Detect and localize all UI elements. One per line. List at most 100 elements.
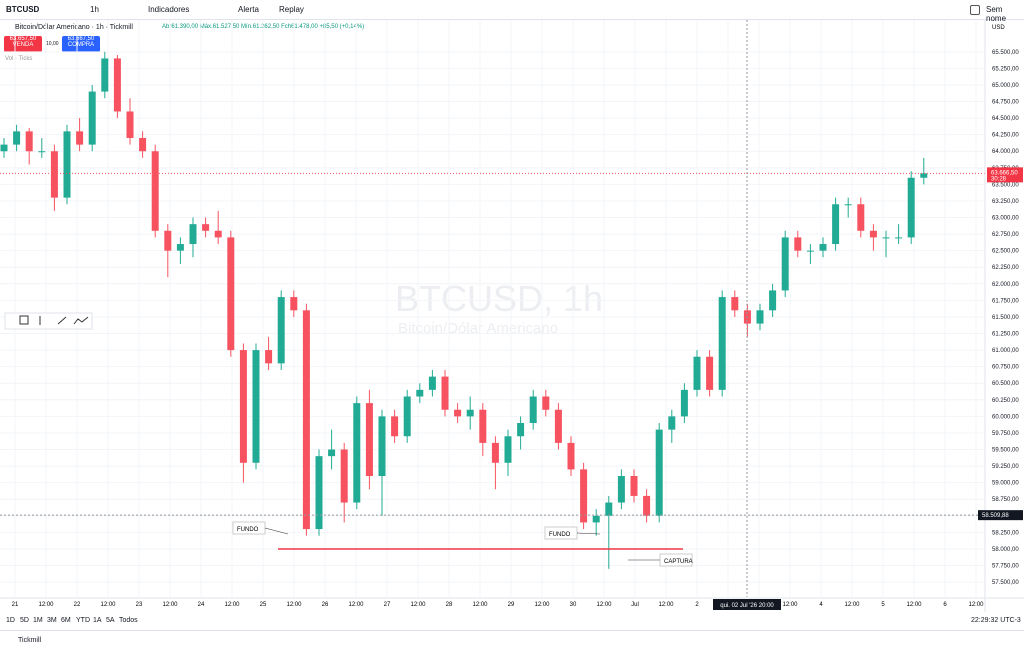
range-button[interactable]: 6M <box>61 617 71 624</box>
candle-body <box>718 297 726 390</box>
legend-title: Bitcoin/Dólar Americano · 1h · Tickmill <box>15 24 133 31</box>
range-button[interactable]: 5A <box>106 617 115 624</box>
y-tick-label: 65.000,00 <box>992 83 1019 89</box>
checkbox[interactable] <box>970 5 980 15</box>
y-tick-label: 61.000,00 <box>992 348 1019 354</box>
candle-body <box>580 469 588 523</box>
x-tick-label: 12:00 <box>100 602 116 608</box>
y-tick-label: 60.000,00 <box>992 414 1019 420</box>
candle-body <box>806 250 814 252</box>
volume-legend: Vol · Ticks <box>5 56 33 62</box>
range-button[interactable]: YTD <box>76 617 90 624</box>
x-tick-label: 28 <box>446 602 453 608</box>
y-tick-label: 62.750,00 <box>992 232 1019 238</box>
y-tick-label: 64.500,00 <box>992 116 1019 122</box>
range-button[interactable]: 5D <box>20 617 29 624</box>
range-button[interactable]: 3M <box>47 617 57 624</box>
candle-body <box>252 350 260 463</box>
candle-body <box>655 429 663 516</box>
candle-body <box>869 230 877 238</box>
y-tick-label: 58.750,00 <box>992 497 1019 503</box>
candle-body <box>38 151 46 153</box>
y-tick-label: 64.250,00 <box>992 133 1019 139</box>
candle-body <box>227 237 235 351</box>
watermark-name: Bitcoin/Dólar Americano <box>398 320 559 337</box>
x-tick-label: 22 <box>74 602 81 608</box>
x-tick-label: 12:00 <box>348 602 364 608</box>
candle-body <box>907 177 915 238</box>
candle-body <box>76 131 84 145</box>
layout-name[interactable]: Sem nome <box>986 5 1007 23</box>
x-tick-label: 6 <box>943 602 947 608</box>
x-tick-label: 12:00 <box>906 602 922 608</box>
candle-body <box>756 310 764 324</box>
y-tick-label: 63.000,00 <box>992 216 1019 222</box>
candle-body <box>202 224 210 231</box>
candle-body <box>189 224 197 245</box>
x-tick-label: 21 <box>12 602 19 608</box>
chart: FUNDO FUNDO CAPTURA USD 57.500,00 57.750,00… <box>0 20 1024 612</box>
y-tick-label: 62.250,00 <box>992 265 1019 271</box>
candle-body <box>882 237 890 239</box>
y-tick-label: 59.500,00 <box>992 448 1019 454</box>
candle-body <box>542 396 550 410</box>
y-tick-label: 61.250,00 <box>992 332 1019 338</box>
x-tick-label: 12:00 <box>162 602 178 608</box>
x-tick-label: 12:00 <box>38 602 54 608</box>
candle-body <box>365 403 373 477</box>
candle-body <box>554 409 562 443</box>
y-tick-label: 61.750,00 <box>992 298 1019 304</box>
range-button[interactable]: 1M <box>33 617 43 624</box>
sell-button[interactable]: 63.657,50 VENDA <box>4 36 42 52</box>
alert[interactable]: Alerta <box>238 5 259 14</box>
candle-body <box>176 244 184 251</box>
range-button[interactable]: 1D <box>6 617 15 624</box>
y-tick-label: 64.000,00 <box>992 149 1019 155</box>
range-button[interactable]: 1A <box>93 617 102 624</box>
x-tick-label: 2 <box>695 602 699 608</box>
last-price-box <box>987 167 1023 183</box>
candle-body <box>731 297 739 311</box>
x-tick-label: 4 <box>819 602 823 608</box>
sell-price: 63.657,50 <box>9 36 37 42</box>
x-tick-label: 29 <box>508 602 515 608</box>
candle-body <box>340 449 348 503</box>
annotation: FUNDO <box>237 527 259 533</box>
candle-body <box>479 409 487 443</box>
broker[interactable]: Tickmill <box>18 637 42 644</box>
y-tick-label: 61.500,00 <box>992 315 1019 321</box>
candle-body <box>680 389 688 417</box>
candle-body <box>416 389 424 397</box>
interval[interactable]: 1h <box>90 5 99 14</box>
buy-label: COMPRA <box>67 42 95 48</box>
x-tick-label: 12:00 <box>286 602 302 608</box>
sell-label: VENDA <box>12 42 34 48</box>
y-tick-label: 59.000,00 <box>992 481 1019 487</box>
replay[interactable]: Replay <box>279 5 304 14</box>
candle-body <box>391 416 399 437</box>
candle-body <box>126 111 134 138</box>
indicators[interactable]: Indicadores <box>148 5 190 14</box>
candle-body <box>605 502 613 516</box>
candle-body <box>454 409 462 417</box>
range-button[interactable]: Todos <box>119 617 138 624</box>
drawing-toolbar[interactable] <box>4 312 93 330</box>
x-tick-label: 24 <box>198 602 205 608</box>
x-tick-label: 12:00 <box>658 602 674 608</box>
candle-body <box>617 476 625 503</box>
crosshair-price-box <box>978 510 1023 521</box>
y-tick-label: 57.500,00 <box>992 580 1019 586</box>
candle-body <box>378 416 386 477</box>
drawing-icons <box>19 315 89 325</box>
buy-button[interactable]: 63.667,50 COMPRA <box>62 36 100 52</box>
spread: 10,00 <box>46 41 59 47</box>
symbol[interactable]: BTCUSD <box>6 5 40 14</box>
x-tick-label: 5 <box>881 602 885 608</box>
x-tick-label: 23 <box>136 602 143 608</box>
y-tick-label: 63.250,00 <box>992 199 1019 205</box>
candle-body <box>567 442 575 470</box>
candle-body <box>832 204 840 245</box>
candle-body <box>668 416 676 430</box>
candle-body <box>769 290 777 311</box>
